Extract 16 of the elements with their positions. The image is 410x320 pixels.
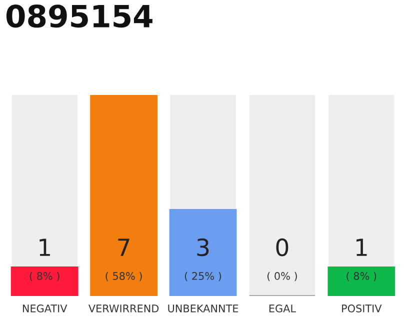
chart-title: 0895154 bbox=[6, 4, 152, 28]
x-tick-label: EGAL bbox=[269, 304, 296, 312]
data-label: 1 bbox=[40, 238, 50, 256]
x-tick-label: POSITIV bbox=[342, 304, 382, 312]
data-label: 3 bbox=[197, 238, 209, 256]
annotation: ( 58% ) bbox=[106, 272, 142, 282]
annotation: ( 8% ) bbox=[30, 272, 60, 282]
annotation: ( 8% ) bbox=[346, 272, 376, 282]
x-tick-label: NEGATIV bbox=[22, 304, 68, 312]
annotation: ( 25% ) bbox=[184, 272, 222, 282]
x-tick-label: UNBEKANNTE bbox=[168, 304, 238, 312]
data-label: 7 bbox=[118, 238, 130, 256]
data-label: 1 bbox=[356, 238, 367, 256]
data-label: 0 bbox=[276, 238, 288, 256]
annotation: ( 0% ) bbox=[267, 272, 297, 282]
x-tick-label: VERWIRREND bbox=[88, 304, 159, 312]
